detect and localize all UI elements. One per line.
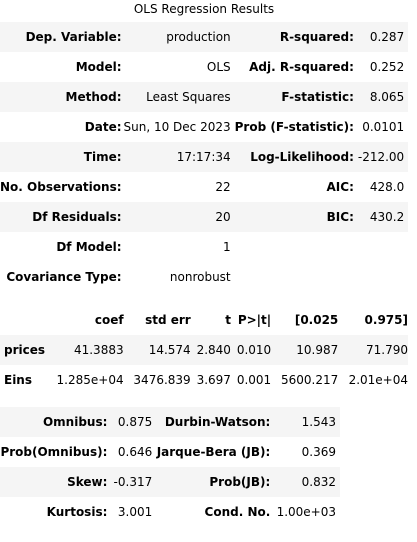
diagnostics-table: Omnibus: 0.875 Durbin-Watson: 1.543 Prob… xyxy=(0,407,340,527)
row-label: Model: xyxy=(75,60,122,74)
row-label: Kurtosis: xyxy=(46,505,108,519)
row-value: 1 xyxy=(223,240,231,254)
table-cell: 71.790 xyxy=(366,343,408,357)
row-value: 22 xyxy=(215,180,231,194)
row-value: 1.543 xyxy=(301,415,336,429)
table-row: Date: Sun, 10 Dec 2023 Prob (F-statistic… xyxy=(0,112,408,142)
table-cell: 3476.839 xyxy=(133,373,191,387)
row-value: 0.0101 xyxy=(362,120,405,134)
table-row: Covariance Type: nonrobust xyxy=(0,262,408,292)
table-cell: 41.3883 xyxy=(73,343,124,357)
table-row: Model: OLS Adj. R-squared: 0.252 xyxy=(0,52,408,82)
row-label: Dep. Variable: xyxy=(25,30,122,44)
row-value: 428.0 xyxy=(369,180,405,194)
row-label: F-statistic: xyxy=(281,90,354,104)
row-value xyxy=(358,262,408,292)
row-value: 3.001 xyxy=(117,505,153,519)
table-row: No. Observations: 22 AIC: 428.0 xyxy=(0,172,408,202)
row-label: Covariance Type: xyxy=(6,270,122,284)
row-value: -212.00 xyxy=(357,150,405,164)
row-value xyxy=(358,232,408,262)
table-cell: 1.285e+04 xyxy=(56,373,124,387)
summary-table: Dep. Variable: production R-squared: 0.2… xyxy=(0,22,409,292)
row-value: Sun, 10 Dec 2023 xyxy=(123,120,231,134)
row-value: 8.065 xyxy=(369,90,405,104)
table-row: Time: 17:17:34 Log-Likelihood: -212.00 xyxy=(0,142,409,172)
table-cell: 3.697 xyxy=(196,373,231,387)
table-cell: 0.010 xyxy=(236,343,272,357)
table-row: prices 41.3883 14.574 2.840 0.010 10.987… xyxy=(0,335,408,365)
table-row: Prob(Omnibus): 0.646 Jarque-Bera (JB): 0… xyxy=(0,437,340,467)
table-cell: 10.987 xyxy=(296,343,339,357)
row-value: Least Squares xyxy=(146,90,231,104)
column-header xyxy=(0,305,45,335)
table-row: Eins 1.285e+04 3476.839 3.697 0.001 5600… xyxy=(0,365,408,395)
row-label: Log-Likelihood: xyxy=(250,150,354,164)
row-value: 0.252 xyxy=(369,60,405,74)
row-value: -0.317 xyxy=(113,475,153,489)
table-cell: 2.840 xyxy=(196,343,231,357)
row-label: Cond. No. xyxy=(204,505,271,519)
row-label: Adj. R-squared: xyxy=(249,60,354,74)
table-row: Df Residuals: 20 BIC: 430.2 xyxy=(0,202,409,232)
row-label: BIC: xyxy=(326,210,354,224)
row-label: Jarque-Bera (JB): xyxy=(156,445,271,459)
row-value: 1.00e+03 xyxy=(276,505,336,519)
row-value: 20 xyxy=(215,210,231,224)
row-value: 430.2 xyxy=(369,210,405,224)
row-label: Df Model: xyxy=(56,240,122,254)
row-value: 0.369 xyxy=(301,445,336,459)
row-value: 17:17:34 xyxy=(176,150,231,164)
table-row: Df Model: 1 xyxy=(0,232,408,262)
table-cell: 5600.217 xyxy=(281,373,339,387)
table-cell: 0.001 xyxy=(236,373,272,387)
row-value: nonrobust xyxy=(169,270,231,284)
coefficients-table: coef std err t P>|t| [0.025 0.975] price… xyxy=(0,305,408,395)
table-cell: 14.574 xyxy=(148,343,191,357)
table-row: Dep. Variable: production R-squared: 0.2… xyxy=(0,22,409,52)
row-label xyxy=(235,232,358,262)
row-label: prices xyxy=(4,343,46,357)
column-header: coef xyxy=(94,313,124,327)
row-label: Time: xyxy=(83,150,122,164)
table-caption: OLS Regression Results xyxy=(133,2,275,16)
table-row: Method: Least Squares F-statistic: 8.065 xyxy=(0,82,409,112)
row-label: R-squared: xyxy=(279,30,354,44)
row-label: Prob(JB): xyxy=(209,475,271,489)
column-header: t xyxy=(225,313,231,327)
row-label: No. Observations: xyxy=(0,180,122,194)
row-label: Omnibus: xyxy=(42,415,108,429)
column-header: std err xyxy=(145,313,191,327)
table-row: Kurtosis: 3.001 Cond. No. 1.00e+03 xyxy=(0,497,340,527)
row-label: Skew: xyxy=(67,475,108,489)
table-cell: 2.01e+04 xyxy=(348,373,408,387)
row-label: Method: xyxy=(65,90,122,104)
row-value: OLS xyxy=(206,60,231,74)
row-value: 0.287 xyxy=(369,30,405,44)
header-row: coef std err t P>|t| [0.025 0.975] xyxy=(0,305,408,335)
row-value: 0.832 xyxy=(301,475,336,489)
row-value: production xyxy=(166,30,231,44)
table-row: Omnibus: 0.875 Durbin-Watson: 1.543 xyxy=(0,407,340,437)
column-header: 0.975] xyxy=(364,313,408,327)
row-label: Eins xyxy=(4,373,32,387)
row-label: Date: xyxy=(84,120,122,134)
row-label: Durbin-Watson: xyxy=(164,415,271,429)
row-label: Prob (F-statistic): xyxy=(234,120,354,134)
row-label: Df Residuals: xyxy=(32,210,122,224)
row-label: Prob(Omnibus): xyxy=(0,445,108,459)
table-row: Skew: -0.317 Prob(JB): 0.832 xyxy=(0,467,340,497)
row-value: 0.875 xyxy=(117,415,153,429)
row-value: 0.646 xyxy=(117,445,153,459)
column-header: [0.025 xyxy=(294,313,339,327)
column-header: P>|t| xyxy=(237,313,272,327)
row-label xyxy=(235,262,358,292)
row-label: AIC: xyxy=(326,180,354,194)
